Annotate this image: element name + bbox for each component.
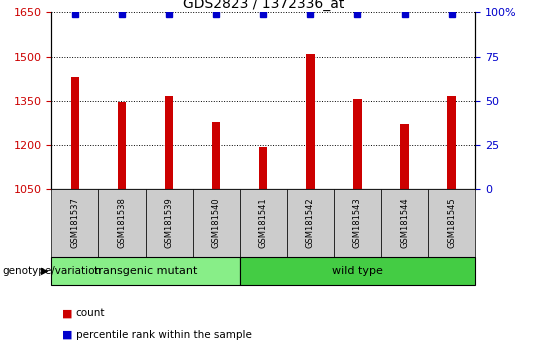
FancyBboxPatch shape bbox=[145, 189, 193, 257]
Text: GSM181539: GSM181539 bbox=[165, 198, 173, 249]
Bar bbox=[212, 121, 220, 189]
FancyBboxPatch shape bbox=[51, 257, 240, 285]
Bar bbox=[165, 96, 173, 189]
FancyBboxPatch shape bbox=[240, 189, 287, 257]
FancyBboxPatch shape bbox=[381, 189, 428, 257]
Text: count: count bbox=[76, 308, 105, 318]
Text: ▶: ▶ bbox=[41, 266, 49, 276]
Bar bbox=[71, 77, 79, 189]
FancyBboxPatch shape bbox=[193, 189, 240, 257]
Text: wild type: wild type bbox=[332, 266, 383, 276]
FancyBboxPatch shape bbox=[98, 189, 145, 257]
FancyBboxPatch shape bbox=[240, 257, 475, 285]
Text: GSM181541: GSM181541 bbox=[259, 198, 268, 249]
Bar bbox=[259, 147, 267, 189]
Text: GSM181538: GSM181538 bbox=[118, 198, 126, 249]
Text: GSM181544: GSM181544 bbox=[400, 198, 409, 249]
Title: GDS2823 / 1372336_at: GDS2823 / 1372336_at bbox=[183, 0, 344, 11]
Text: percentile rank within the sample: percentile rank within the sample bbox=[76, 330, 252, 339]
Text: GSM181537: GSM181537 bbox=[70, 198, 79, 249]
Text: GSM181540: GSM181540 bbox=[212, 198, 221, 249]
FancyBboxPatch shape bbox=[334, 189, 381, 257]
Text: GSM181545: GSM181545 bbox=[447, 198, 456, 249]
Bar bbox=[400, 124, 409, 189]
FancyBboxPatch shape bbox=[51, 189, 98, 257]
Bar bbox=[353, 99, 362, 189]
Bar bbox=[448, 96, 456, 189]
Text: genotype/variation: genotype/variation bbox=[3, 266, 102, 276]
Text: GSM181543: GSM181543 bbox=[353, 198, 362, 249]
Text: transgenic mutant: transgenic mutant bbox=[94, 266, 197, 276]
FancyBboxPatch shape bbox=[428, 189, 475, 257]
Text: ■: ■ bbox=[62, 330, 72, 339]
Text: GSM181542: GSM181542 bbox=[306, 198, 315, 249]
Text: ■: ■ bbox=[62, 308, 72, 318]
FancyBboxPatch shape bbox=[287, 189, 334, 257]
Bar bbox=[306, 54, 315, 189]
Bar bbox=[118, 102, 126, 189]
